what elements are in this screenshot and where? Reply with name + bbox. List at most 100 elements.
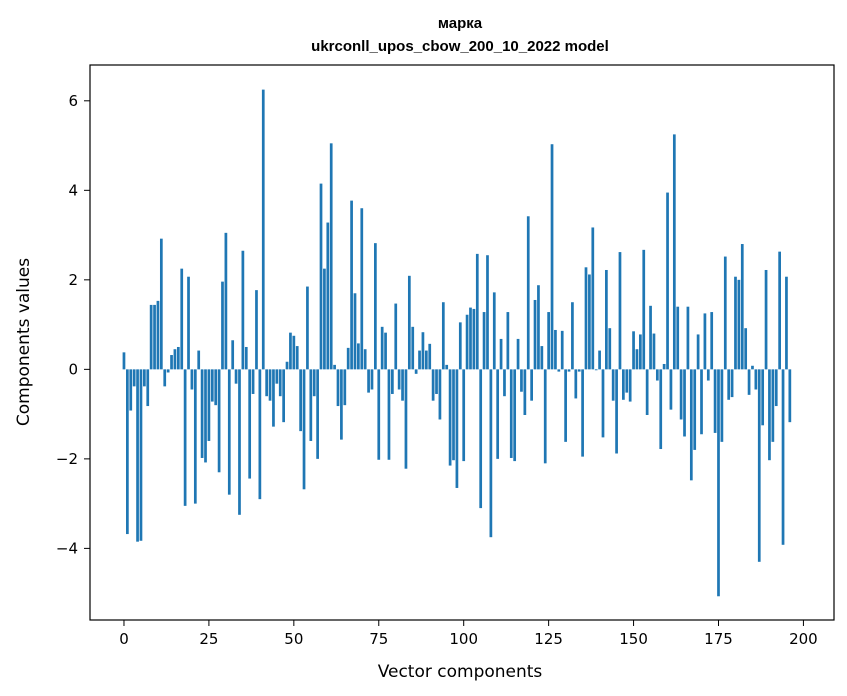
- bar-181: [737, 279, 741, 370]
- bar-96: [448, 369, 452, 466]
- bar-187: [757, 369, 761, 562]
- bar-123: [540, 346, 544, 370]
- bar-100: [462, 369, 466, 462]
- bar-48: [285, 361, 289, 370]
- bar-4: [136, 369, 139, 542]
- x-axis-ticks: 0 25 50 75 100 125 150 175 200: [119, 620, 818, 648]
- bar-138: [591, 227, 595, 370]
- bar-10: [156, 300, 160, 370]
- bar-79: [391, 369, 394, 394]
- bar-57: [316, 369, 319, 459]
- bar-13: [166, 369, 170, 373]
- x-tick-label: 0: [119, 630, 129, 648]
- bar-90: [428, 343, 432, 370]
- bar-29: [221, 281, 224, 370]
- bar-42: [265, 369, 269, 397]
- bar-158: [659, 369, 663, 450]
- bar-126: [550, 144, 554, 370]
- bar-92: [435, 369, 438, 394]
- bar-109: [492, 292, 496, 370]
- bar-91: [431, 369, 435, 401]
- bar-58: [319, 183, 323, 370]
- bar-64: [340, 369, 343, 440]
- bar-134: [577, 369, 581, 372]
- bar-14: [170, 355, 173, 370]
- bar-182: [740, 244, 744, 370]
- bar-159: [662, 363, 666, 370]
- bar-76: [380, 326, 384, 370]
- bar-82: [401, 369, 404, 401]
- bar-142: [605, 269, 608, 370]
- bar-99: [458, 322, 462, 370]
- bar-43: [268, 369, 272, 401]
- bar-104: [475, 253, 479, 370]
- bar-127: [554, 329, 557, 370]
- bar-186: [754, 369, 758, 390]
- bar-164: [679, 369, 683, 420]
- bar-72: [367, 369, 370, 393]
- bar-119: [526, 216, 530, 370]
- bar-172: [706, 369, 710, 381]
- bar-87: [418, 350, 421, 370]
- bar-94: [441, 302, 445, 370]
- bar-49: [289, 332, 292, 370]
- bar-131: [567, 369, 571, 372]
- bar-7: [146, 369, 150, 407]
- bar-175: [717, 369, 720, 597]
- bar-47: [282, 369, 285, 423]
- bar-153: [642, 249, 646, 370]
- bar-85: [411, 326, 415, 370]
- bar-156: [652, 333, 656, 370]
- bar-140: [598, 350, 601, 370]
- bar-177: [723, 256, 727, 370]
- bars-group: [122, 89, 792, 597]
- bar-176: [720, 369, 724, 442]
- x-tick-label: 25: [199, 630, 218, 648]
- bar-124: [543, 369, 547, 464]
- bar-89: [424, 350, 428, 370]
- bar-88: [421, 332, 425, 370]
- bar-69: [357, 343, 360, 370]
- bar-170: [700, 369, 703, 435]
- bar-116: [516, 338, 520, 370]
- x-axis-label: Vector components: [378, 662, 543, 682]
- bar-8: [149, 304, 153, 370]
- bar-78: [387, 369, 391, 460]
- bar-63: [336, 369, 340, 407]
- bar-128: [557, 369, 561, 372]
- bar-162: [672, 134, 676, 370]
- bar-190: [768, 369, 771, 461]
- bar-2: [129, 369, 133, 411]
- bar-163: [676, 306, 680, 370]
- bar-165: [683, 369, 686, 437]
- bar-179: [730, 369, 734, 398]
- bar-12: [163, 369, 167, 387]
- bar-160: [666, 192, 669, 370]
- bar-167: [689, 369, 693, 481]
- bar-147: [622, 369, 625, 400]
- bar-188: [761, 369, 765, 426]
- bar-106: [482, 312, 486, 370]
- bar-111: [499, 338, 503, 370]
- y-tick-label: 6: [68, 92, 78, 110]
- bar-135: [581, 369, 584, 457]
- bar-196: [788, 369, 792, 423]
- bar-31: [227, 369, 231, 495]
- bar-97: [452, 369, 455, 461]
- bar-154: [645, 369, 649, 415]
- bar-114: [509, 369, 513, 458]
- bar-24: [204, 369, 207, 463]
- bar-71: [363, 349, 367, 370]
- bar-136: [584, 267, 588, 370]
- bar-32: [231, 340, 235, 370]
- bar-55: [309, 369, 313, 441]
- bar-81: [397, 369, 401, 390]
- x-tick-label: 125: [534, 630, 563, 648]
- bar-95: [445, 364, 449, 370]
- bar-194: [781, 369, 785, 545]
- bar-168: [693, 369, 697, 450]
- bar-166: [686, 306, 690, 370]
- bar-35: [241, 250, 245, 370]
- bar-77: [384, 332, 387, 370]
- bar-152: [639, 334, 642, 370]
